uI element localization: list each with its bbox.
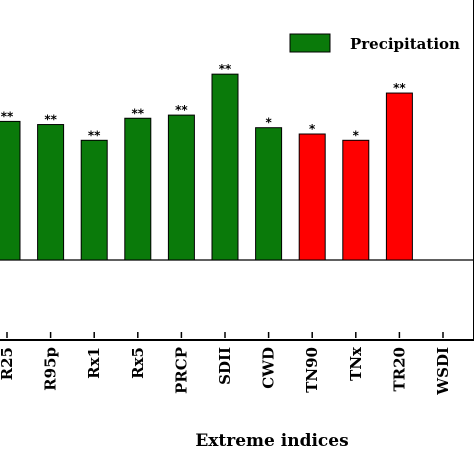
significance-label-tnx: * [353,128,360,142]
bar-r25 [0,120,21,261]
bar-sdii [211,73,239,261]
bar-tnx [342,139,370,261]
x-tick-label-tnx: TNx [347,346,365,381]
bar-rx5 [124,117,152,261]
bar-tn90 [298,133,326,261]
x-tick-label-r25: R25 [0,347,16,380]
x-axis-title: Extreme indices [195,431,348,451]
x-tick-label-r95p: R95p [42,347,60,391]
bar-tr20 [385,92,413,261]
legend: Precipitation [289,33,460,53]
significance-label-prcp: ** [175,103,188,117]
significance-label-r95p: ** [44,113,57,127]
plot-frame [0,0,474,341]
bar-rx1 [80,139,108,261]
legend-swatch-precipitation [289,33,331,53]
bar-cwd [255,127,283,261]
significance-label-rx1: ** [88,128,101,142]
x-tick-label-sdii: SDII [216,347,234,385]
x-tick-label-cwd: CWD [260,347,278,389]
legend-label-precipitation: Precipitation [350,35,460,53]
x-tick-label-tn90: TN90 [303,347,321,393]
significance-label-r25: ** [1,109,14,123]
x-tick-label-tr20: TR20 [390,347,408,392]
x-tick-label-prcp: PRCP [172,347,190,394]
x-tick-label-rx1: Rx1 [85,347,103,379]
significance-label-tn90: * [309,122,316,136]
significance-label-rx5: ** [132,106,145,120]
bar-r95p [37,124,65,261]
x-tick-label-rx5: Rx5 [129,347,147,379]
significance-label-cwd: * [265,116,272,130]
bars-layer: ** ****** ***** * *** [0,62,413,261]
bar-prcp [167,114,195,261]
x-tick-label-wsdi: WSDI [434,347,452,396]
significance-label-tr20: ** [393,81,406,95]
x-axis-ticks: R25 R95p Rx1 Rx5 PRCP SDII CWD TN90 TNx TR20 WSDI [0,332,452,396]
significance-label-sdii: ** [219,62,232,76]
